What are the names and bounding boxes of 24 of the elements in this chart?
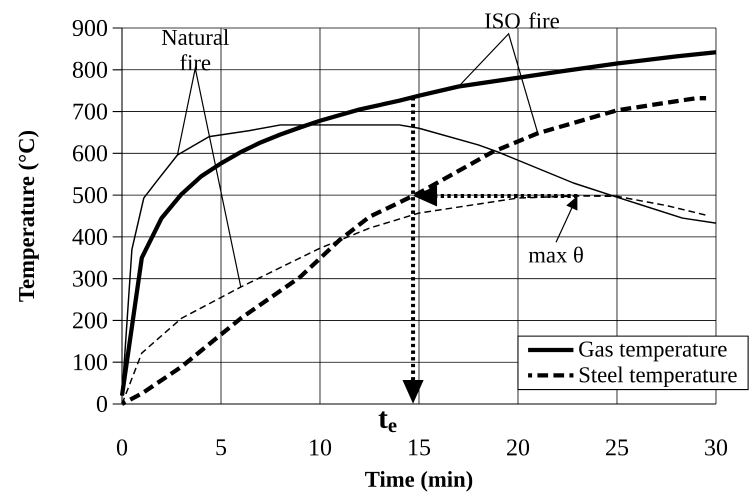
y-tick-label: 400 <box>72 228 108 245</box>
x-tick-label: 15 <box>409 439 430 456</box>
y-tick-label: 500 <box>73 187 108 204</box>
y-tick-label: 700 <box>74 103 108 120</box>
x-tick-label: 20 <box>507 439 530 456</box>
x-axis-title: Time (min) <box>365 471 472 492</box>
x-tick-label: 0 <box>116 439 128 456</box>
x-tick-label: 25 <box>606 439 628 456</box>
legend-label: Gas temperature <box>579 341 727 362</box>
annotation: max θ <box>528 246 583 263</box>
y-tick-label: 800 <box>72 62 108 78</box>
ref-line-label: t$_{e}$ <box>378 411 396 432</box>
y-tick-label: 0 <box>96 396 108 412</box>
annotation: ISO fire <box>485 12 559 29</box>
y-tick-label: 100 <box>74 354 108 370</box>
legend-label: Steel temperature <box>580 366 737 388</box>
y-tick-label: 200 <box>73 312 108 329</box>
y-axis-title: Temperature (°C) <box>18 130 39 302</box>
y-tick-label: 600 <box>72 145 108 162</box>
x-tick-label: 30 <box>705 439 728 456</box>
x-tick-label: 10 <box>310 439 332 456</box>
x-tick-label: 5 <box>216 439 226 456</box>
y-tick-label: 900 <box>72 20 108 36</box>
y-tick-label: 300 <box>73 270 108 287</box>
